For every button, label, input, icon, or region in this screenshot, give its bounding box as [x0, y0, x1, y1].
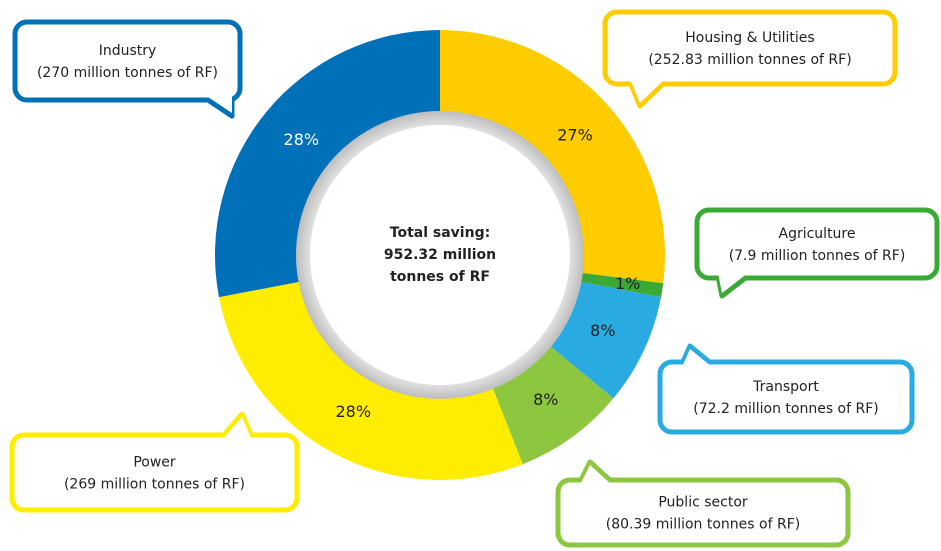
callout-name: Power: [133, 455, 176, 471]
center-text: tonnes of RF: [390, 269, 490, 285]
callout-box: [694, 207, 940, 281]
callout-box: [657, 359, 915, 435]
callout-amount: (80.39 million tonnes of RF): [606, 517, 800, 533]
callout-tail-cover: [630, 79, 665, 103]
callout-tail-cover: [682, 349, 712, 367]
callout-name: Transport: [752, 379, 819, 395]
callout-tail-cover: [718, 273, 748, 293]
percent-label: 8%: [533, 390, 558, 409]
callout-box: [12, 19, 243, 103]
callout-amount: (72.2 million tonnes of RF): [693, 401, 879, 417]
callout-box: [9, 432, 300, 513]
callout-tail-cover: [205, 95, 232, 113]
callout-box: [555, 477, 851, 548]
callout-name: Industry: [99, 43, 157, 59]
callout-name: Public sector: [658, 495, 748, 511]
callout-name: Housing & Utilities: [685, 30, 814, 46]
callout-amount: (269 million tonnes of RF): [64, 477, 245, 493]
callout-tail-cover: [580, 465, 612, 485]
callout-box: [602, 9, 898, 87]
callout-amount: (270 million tonnes of RF): [37, 65, 218, 81]
percent-label: 1%: [615, 274, 640, 293]
percent-label: 28%: [284, 130, 320, 149]
callout-amount: (252.83 million tonnes of RF): [648, 52, 851, 68]
percent-label: 27%: [557, 125, 593, 144]
center-text: 952.32 million: [384, 247, 496, 263]
callout-tail-cover: [222, 417, 252, 440]
percent-label: 28%: [336, 402, 372, 421]
center-text: Total saving:: [390, 225, 490, 241]
percent-label: 8%: [590, 321, 615, 340]
callout-name: Agriculture: [779, 226, 856, 242]
callout-amount: (7.9 million tonnes of RF): [729, 248, 906, 264]
donut-hole: [310, 125, 570, 385]
